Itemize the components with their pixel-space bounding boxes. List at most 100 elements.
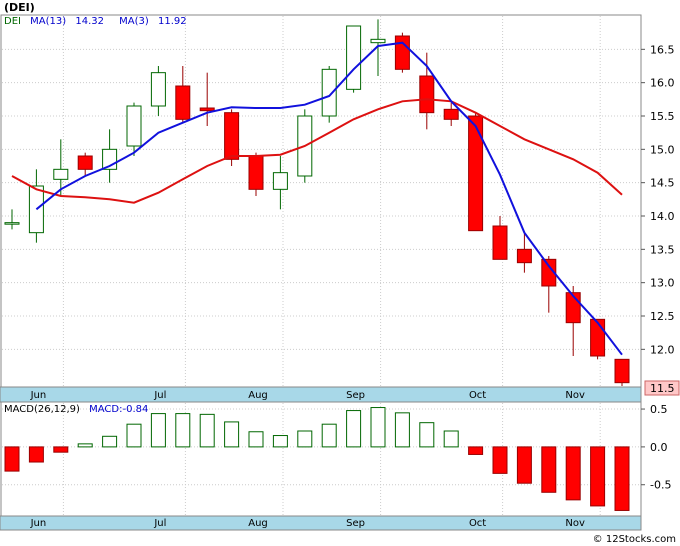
macd-bar bbox=[53, 446, 69, 453]
price-tick-label: 16.5 bbox=[650, 43, 675, 56]
macd-bar bbox=[199, 413, 215, 448]
candle bbox=[224, 109, 240, 166]
macd-bar bbox=[224, 421, 240, 448]
candle bbox=[468, 112, 484, 232]
date-label: Oct bbox=[469, 390, 486, 401]
macd-tick-label: 0.5 bbox=[650, 403, 668, 416]
macd-bar bbox=[28, 446, 44, 463]
date-label: Aug bbox=[248, 390, 268, 401]
macd-bar bbox=[394, 412, 410, 448]
candle-body bbox=[175, 85, 191, 120]
date-labels: Jun Jun Jul Jul Aug Aug Sep Sep Oct Oct Nov Nov bbox=[30, 390, 585, 529]
legend-ma3-label: MA(3) bbox=[119, 16, 149, 27]
macd-bar bbox=[443, 430, 459, 448]
candle bbox=[175, 66, 191, 123]
macd-bar bbox=[126, 423, 142, 448]
candle bbox=[272, 156, 288, 210]
candlesticks bbox=[4, 19, 630, 386]
candle bbox=[443, 102, 459, 126]
price-tick-label: 13.5 bbox=[650, 243, 675, 256]
candle-body bbox=[4, 222, 20, 225]
candle-body bbox=[590, 318, 606, 357]
macd-bar bbox=[102, 435, 118, 448]
candle bbox=[419, 52, 435, 130]
candle-body bbox=[199, 107, 215, 112]
last-price-marker bbox=[644, 380, 680, 396]
macd-date-axis-band bbox=[0, 515, 642, 531]
candle bbox=[492, 216, 508, 260]
candle bbox=[516, 232, 532, 273]
macd-bar bbox=[297, 430, 313, 448]
macd-bar bbox=[565, 446, 581, 501]
legend-ticker: DEI bbox=[4, 16, 21, 27]
candle bbox=[321, 66, 337, 123]
moving-averages bbox=[11, 41, 623, 356]
price-y-tick-labels: 12.0 12.5 13.0 13.5 14.0 14.5 15.0 15.5 16.0 16.5 bbox=[641, 43, 675, 356]
last-price-label: 11.5 bbox=[650, 382, 675, 395]
macd-date-label: Aug bbox=[248, 518, 268, 529]
date-label: Jul bbox=[153, 390, 166, 401]
candle-body bbox=[614, 358, 630, 384]
candle bbox=[53, 139, 69, 196]
ma3-line bbox=[35, 41, 623, 356]
date-label: Sep bbox=[346, 390, 365, 401]
candle bbox=[4, 209, 20, 230]
macd-tick-label: -0.5 bbox=[650, 479, 671, 492]
candle-body bbox=[224, 112, 240, 160]
candle bbox=[126, 102, 142, 156]
price-legend: DEI MA(13) 14.32 MA(3) 11.92 bbox=[4, 16, 187, 27]
macd-bar bbox=[77, 443, 93, 448]
candle-body bbox=[541, 258, 557, 287]
macd-bar bbox=[272, 435, 288, 448]
macd-tick-label: 0.0 bbox=[650, 441, 668, 454]
macd-bar bbox=[492, 446, 508, 474]
candle-body bbox=[321, 68, 337, 117]
macd-bar bbox=[541, 446, 557, 493]
macd-bar bbox=[590, 446, 606, 507]
macd-bar bbox=[346, 410, 362, 448]
candle bbox=[248, 152, 264, 196]
candle-body bbox=[443, 108, 459, 120]
candle-body bbox=[419, 75, 435, 114]
chart-title: (DEI) bbox=[4, 1, 35, 14]
candle-body bbox=[492, 225, 508, 260]
candle bbox=[614, 358, 630, 386]
candle-body bbox=[150, 72, 166, 107]
macd-bars bbox=[4, 407, 630, 511]
candle-body bbox=[77, 155, 93, 170]
price-tick-label: 15.0 bbox=[650, 143, 675, 156]
watermark: © 12Stocks.com bbox=[593, 534, 676, 545]
candle bbox=[199, 72, 215, 126]
candle bbox=[370, 19, 386, 76]
macd-bar bbox=[468, 446, 484, 455]
candle bbox=[346, 25, 362, 93]
price-tick-label: 16.0 bbox=[650, 77, 675, 90]
macd-bar bbox=[150, 413, 166, 448]
candle bbox=[394, 32, 410, 73]
date-label: Nov bbox=[565, 390, 585, 401]
legend-ma3-value: 11.92 bbox=[158, 16, 187, 27]
ma13-line bbox=[11, 98, 623, 204]
macd-legend: MACD(26,12,9) MACD:-0.84 bbox=[4, 404, 148, 415]
macd-bar bbox=[175, 413, 191, 448]
macd-date-label: Jul bbox=[153, 518, 166, 529]
candle-body bbox=[53, 168, 69, 180]
macd-legend-label: MACD(26,12,9) bbox=[4, 404, 80, 415]
macd-date-label: Jun bbox=[30, 518, 47, 529]
price-tick-label: 14.5 bbox=[650, 177, 675, 190]
macd-date-label: Nov bbox=[565, 518, 585, 529]
price-tick-label: 12.5 bbox=[650, 310, 675, 323]
candle-body bbox=[28, 185, 44, 234]
candle bbox=[28, 169, 44, 243]
macd-date-label: Sep bbox=[346, 518, 365, 529]
macd-bar bbox=[321, 423, 337, 448]
candle bbox=[77, 152, 93, 176]
candle-body bbox=[346, 25, 362, 90]
candle bbox=[150, 66, 166, 116]
candle-body bbox=[394, 35, 410, 70]
price-tick-label: 15.5 bbox=[650, 110, 675, 123]
price-tick-label: 14.0 bbox=[650, 210, 675, 223]
candle-body bbox=[516, 248, 532, 264]
